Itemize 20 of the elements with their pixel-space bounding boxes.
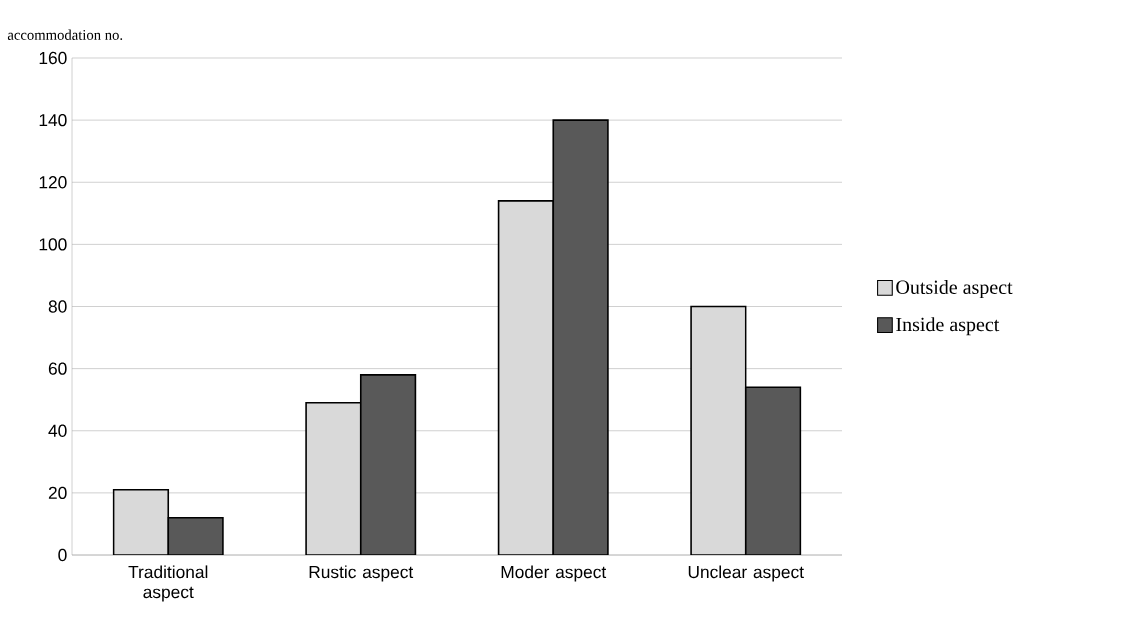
x-tick-label: Moder aspect: [501, 565, 607, 582]
y-axis-title: accommodation no.: [7, 29, 123, 40]
legend-label: Outside aspect: [896, 279, 1013, 299]
bar: [305, 401, 362, 555]
x-tick-label: Rustic aspect: [309, 565, 414, 582]
y-tick-label: 60: [48, 362, 67, 375]
y-tick-label: 20: [48, 486, 67, 500]
y-tick-label: 100: [39, 238, 67, 251]
y-tick-label: 40: [48, 424, 67, 437]
y-tick-label: 120: [39, 176, 67, 189]
y-tick-label: 160: [39, 51, 67, 65]
y-tick-label: 0: [58, 548, 67, 562]
y-tick-label: 80: [48, 300, 67, 313]
x-tick-label: Traditional aspect: [128, 565, 208, 602]
y-tick-label: 140: [39, 113, 67, 127]
x-tick-label: Unclear aspect: [688, 565, 804, 582]
bar: [497, 200, 555, 555]
bar: [690, 305, 747, 555]
bar: [112, 488, 170, 555]
legend-label: Inside aspect: [896, 317, 1000, 336]
